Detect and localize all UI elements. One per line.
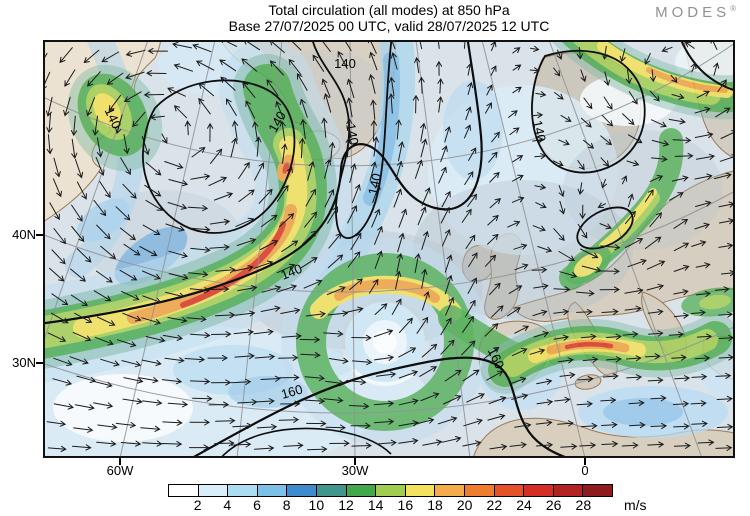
lat-label-30n: 30N bbox=[12, 355, 36, 370]
colorbar-segment bbox=[583, 485, 612, 496]
lat-tick-30n bbox=[36, 362, 43, 364]
colorbar-tick-label: 10 bbox=[308, 497, 325, 513]
colorbar-segment bbox=[524, 485, 554, 496]
circulation-contours bbox=[43, 40, 735, 458]
colorbar-segment bbox=[228, 485, 258, 496]
contour-140-trough bbox=[311, 40, 393, 239]
colorbar-tick-label: 28 bbox=[575, 497, 592, 513]
colorbar-tick-label: 24 bbox=[516, 497, 532, 513]
contour-160-arc bbox=[189, 356, 571, 458]
lon-label-60w: 60W bbox=[106, 463, 134, 478]
colorbar-tick-label: 14 bbox=[367, 497, 384, 513]
map-plot: 140 140 140 140 140 140 140 160 160 bbox=[43, 40, 735, 458]
lat-label-40n: 40N bbox=[12, 227, 36, 242]
contour-label-140: 140 bbox=[365, 172, 384, 196]
colorbar-tick-label: 6 bbox=[253, 497, 261, 513]
contour-label-160: 160 bbox=[279, 381, 304, 401]
contour-140-scandinavia-loop bbox=[531, 49, 646, 174]
lon-tick-30w bbox=[354, 458, 356, 465]
chart-title: Total circulation (all modes) at 850 hPa… bbox=[43, 2, 735, 34]
colorbar-segment bbox=[287, 485, 317, 496]
lon-label-30w: 30W bbox=[341, 463, 369, 478]
contour-140-jet bbox=[43, 40, 483, 325]
colorbar-tick-label: 20 bbox=[456, 497, 473, 513]
colorbar-tick-label: 22 bbox=[486, 497, 503, 513]
lon-label-0: 0 bbox=[581, 463, 589, 478]
colorbar-tick-label: 12 bbox=[338, 497, 354, 513]
colorbar-tick-labels: 2 4 6 8 10 12 14 16 18 20 22 24 26 28 bbox=[168, 497, 613, 515]
title-line-1: Total circulation (all modes) at 850 hPa bbox=[268, 2, 510, 18]
colorbar-tick-label: 18 bbox=[427, 497, 443, 513]
contour-140-west-loop bbox=[142, 79, 296, 234]
contour-label-140: 140 bbox=[530, 119, 549, 143]
colorbar bbox=[168, 484, 613, 497]
colorbar-segment bbox=[376, 485, 406, 496]
lon-tick-60w bbox=[119, 458, 121, 465]
colorbar-segment bbox=[494, 485, 525, 496]
colorbar-segment bbox=[316, 485, 347, 496]
modes-logo: MODES® bbox=[655, 4, 736, 21]
colorbar-tick-label: 26 bbox=[545, 497, 562, 513]
colorbar-segment bbox=[169, 485, 199, 496]
colorbar-tick-label: 2 bbox=[193, 497, 202, 513]
colorbar-segment bbox=[553, 485, 584, 496]
colorbar-unit: m/s bbox=[624, 497, 647, 513]
colorbar-segment bbox=[198, 485, 229, 496]
wind-vector-arrows bbox=[43, 40, 735, 453]
colorbar-tick-label: 8 bbox=[282, 497, 291, 513]
colorbar-segment bbox=[405, 485, 436, 496]
colorbar-segment bbox=[464, 485, 495, 496]
colorbar-segment bbox=[435, 485, 465, 496]
modes-logo-text: MODES bbox=[655, 4, 731, 21]
colorbar-tick-label: 16 bbox=[397, 497, 414, 513]
title-line-2: Base 27/07/2025 00 UTC, valid 28/07/2025… bbox=[228, 18, 550, 34]
map-frame bbox=[43, 40, 735, 458]
colorbar-segment bbox=[346, 485, 377, 496]
lon-tick-0 bbox=[584, 458, 586, 465]
lat-tick-40n bbox=[36, 234, 43, 236]
colorbar-tick-label: 4 bbox=[223, 497, 232, 513]
contour-140-corner-arc bbox=[680, 40, 735, 92]
colorbar-segment bbox=[257, 485, 288, 496]
contour-small-ellipse bbox=[576, 206, 634, 250]
modes-logo-mark: ® bbox=[730, 4, 736, 13]
contour-bottom-left bbox=[219, 427, 392, 458]
